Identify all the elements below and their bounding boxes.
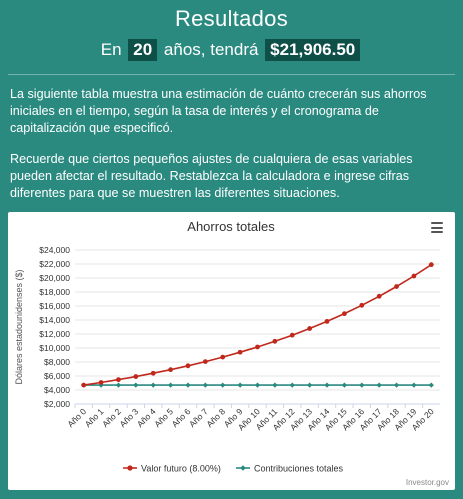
y-tick-label: $20,000 (39, 273, 70, 283)
data-point (167, 382, 174, 388)
data-point (324, 318, 330, 324)
y-tick-label: $18,000 (39, 287, 70, 297)
y-tick-label: $6,000 (44, 371, 70, 381)
x-tick-label: Año 8 (204, 406, 227, 429)
data-point (393, 382, 400, 388)
data-point (133, 382, 139, 388)
advice-paragraph: Recuerde que ciertos pequeños ajustes de… (10, 152, 413, 200)
years-badge: 20 (128, 39, 158, 61)
savings-chart: Ahorros totales $2,000 $4,000 $6,000 $8,000 $… (8, 212, 455, 490)
summary-middle: años, tendrá (163, 40, 259, 59)
data-point (150, 382, 156, 388)
series-line (83, 264, 432, 386)
data-point (133, 374, 139, 379)
data-point (411, 273, 417, 279)
chart-title: Ahorros totales (187, 219, 275, 234)
y-tick-label: $8,000 (44, 357, 70, 367)
results-title: Resultados (174, 6, 289, 31)
legend-marker (127, 465, 133, 471)
data-point (376, 293, 382, 299)
y-tick-label: $4,000 (44, 385, 70, 395)
data-point (359, 382, 365, 388)
x-tick-label: Año 6 (170, 406, 193, 429)
data-point (185, 382, 191, 388)
data-point (428, 382, 434, 388)
legend-marker (240, 465, 246, 471)
data-point (376, 382, 382, 388)
explanation-paragraph: La siguiente tabla muestra una estimació… (10, 87, 427, 135)
x-tick-label: Año 4 (135, 406, 158, 429)
x-tick-label: Año 5 (152, 406, 175, 429)
x-tick-label: Año 3 (117, 406, 140, 429)
chart-canvas: Ahorros totales $2,000 $4,000 $6,000 $8,000 $… (14, 219, 449, 487)
y-tick-label: $2,000 (44, 399, 70, 409)
data-point (237, 349, 243, 355)
data-point (116, 377, 121, 383)
data-point (289, 382, 295, 388)
x-tick-label: Año 0 (65, 406, 88, 429)
y-tick-label: $22,000 (39, 259, 70, 269)
divider (8, 74, 455, 75)
data-point (220, 382, 226, 388)
data-point (272, 382, 278, 388)
x-tick-label: Año 7 (187, 406, 210, 429)
y-tick-label: $10,000 (39, 343, 70, 353)
y-tick-label: $12,000 (39, 329, 70, 339)
y-axis-title: Dólares estadounidenses ($) (14, 269, 24, 384)
data-point (150, 370, 156, 376)
data-point (168, 367, 173, 373)
data-point (202, 359, 208, 365)
chart-menu-icon[interactable] (431, 222, 443, 233)
y-tick-label: $16,000 (39, 301, 70, 311)
data-point (98, 382, 104, 388)
x-tick-label: Año 2 (100, 406, 123, 429)
data-point (307, 382, 313, 388)
data-point (342, 311, 347, 317)
data-point (411, 382, 417, 388)
data-point (81, 382, 87, 388)
data-point (289, 332, 295, 338)
data-point (202, 382, 208, 388)
data-point (237, 382, 243, 388)
y-tick-label: $24,000 (39, 245, 70, 255)
data-point (341, 382, 348, 388)
legend-item-contributions: Contribuciones totales (254, 464, 344, 474)
y-tick-label: $14,000 (39, 315, 70, 325)
data-point (307, 326, 313, 331)
data-point (359, 302, 365, 308)
data-point (98, 380, 104, 385)
data-point (255, 344, 260, 350)
data-point (115, 382, 122, 388)
data-point (428, 262, 434, 268)
amount-badge: $21,906.50 (265, 39, 361, 61)
data-point (272, 338, 278, 344)
data-point (220, 354, 226, 360)
legend-item-future-value: Valor futuro (8.00%) (141, 464, 221, 474)
data-point (185, 363, 191, 369)
data-point (324, 382, 330, 388)
results-summary: En 20 años, tendrá $21,906.50 (0, 39, 463, 61)
summary-prefix: En (100, 40, 122, 59)
x-tick-label: Año 1 (83, 406, 106, 429)
chart-credit: Investor.gov (406, 478, 449, 487)
data-point (394, 284, 399, 289)
data-point (254, 382, 261, 388)
